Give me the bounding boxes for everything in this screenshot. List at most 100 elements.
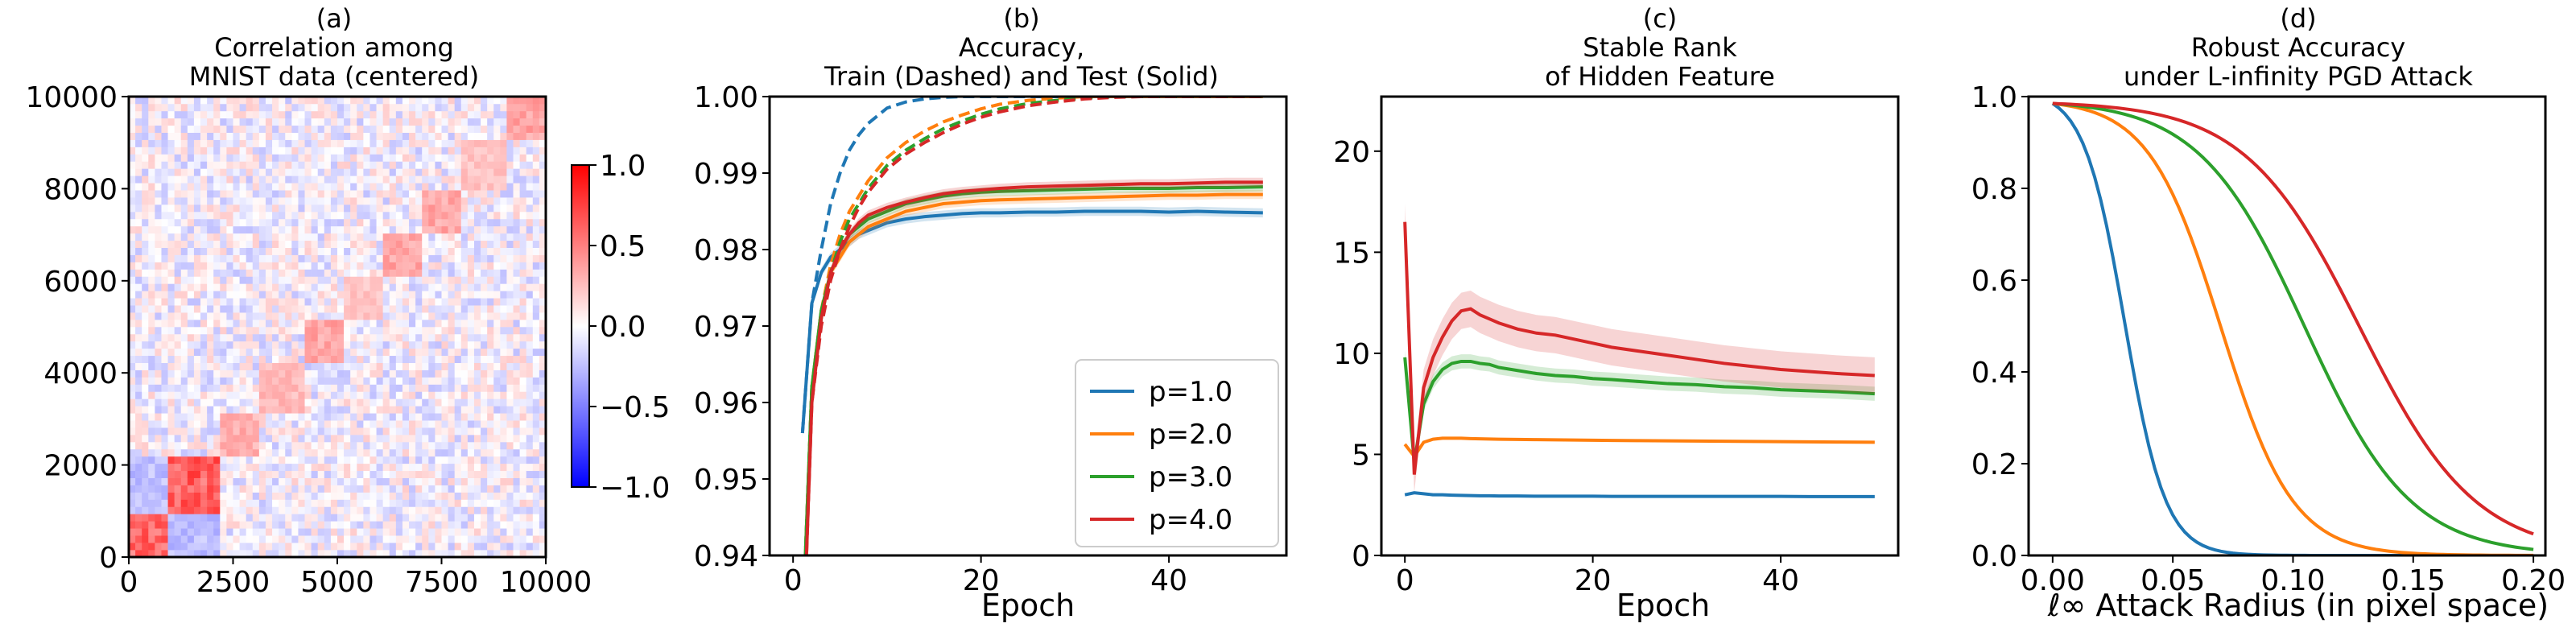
heatmap-cell xyxy=(272,477,279,485)
heatmap-cell xyxy=(187,550,195,558)
heatmap-cell xyxy=(493,521,501,529)
heatmap-cell xyxy=(415,262,423,270)
heatmap-cell xyxy=(473,448,481,457)
heatmap-cell xyxy=(467,448,475,457)
heatmap-cell xyxy=(187,262,195,270)
heatmap-cell xyxy=(135,97,142,105)
heatmap-cell xyxy=(382,391,390,399)
heatmap-cell xyxy=(395,183,403,191)
heatmap-cell xyxy=(142,348,149,357)
heatmap-cell xyxy=(246,132,254,140)
heatmap-cell xyxy=(291,139,299,147)
heatmap-cell xyxy=(506,139,514,147)
heatmap-cell xyxy=(539,218,547,227)
heatmap-cell xyxy=(220,147,227,155)
heatmap-cell xyxy=(142,240,149,248)
colorbar-tick-label: 0.5 xyxy=(600,230,646,263)
heatmap-cell xyxy=(285,521,292,529)
heatmap-cell xyxy=(285,477,292,485)
heatmap-cell xyxy=(298,276,305,284)
heatmap-cell xyxy=(304,125,312,133)
heatmap-cell xyxy=(246,197,254,205)
heatmap-cell xyxy=(285,125,292,133)
heatmap-cell xyxy=(142,204,149,213)
heatmap-cell xyxy=(532,183,540,191)
heatmap-cell xyxy=(304,312,312,320)
heatmap-cell xyxy=(481,312,488,320)
heatmap-cell xyxy=(161,355,168,363)
heatmap-cell xyxy=(376,463,383,472)
heatmap-cell xyxy=(539,427,547,436)
heatmap-cell xyxy=(539,456,547,464)
heatmap-cell xyxy=(252,406,260,414)
heatmap-cell xyxy=(500,161,507,169)
heatmap-cell xyxy=(291,240,299,248)
heatmap-cell xyxy=(239,506,246,514)
heatmap-cell xyxy=(369,291,377,299)
heatmap-cell xyxy=(454,391,462,399)
heatmap-cell xyxy=(317,247,325,255)
heatmap-cell xyxy=(473,384,481,392)
heatmap-cell xyxy=(357,506,364,514)
heatmap-cell xyxy=(324,204,332,213)
heatmap-cell xyxy=(428,312,436,320)
heatmap-cell xyxy=(363,543,370,551)
heatmap-cell xyxy=(155,535,162,543)
heatmap-cell xyxy=(506,435,514,443)
heatmap-cell xyxy=(473,254,481,262)
heatmap-cell xyxy=(493,161,501,169)
heatmap-cell xyxy=(513,175,520,184)
heatmap-cell xyxy=(148,125,155,133)
heatmap-cell xyxy=(304,147,312,155)
heatmap-cell xyxy=(369,427,377,436)
heatmap-cell xyxy=(519,543,527,551)
heatmap-cell xyxy=(369,183,377,191)
heatmap-cell xyxy=(376,492,383,500)
heatmap-cell xyxy=(409,477,416,485)
heatmap-cell xyxy=(493,254,501,262)
heatmap-cell xyxy=(142,118,149,126)
heatmap-cell xyxy=(435,470,442,478)
heatmap-cell xyxy=(473,97,481,105)
heatmap-cell xyxy=(395,442,403,450)
heatmap-cell xyxy=(148,305,155,313)
heatmap-cell xyxy=(285,456,292,464)
heatmap-cell xyxy=(382,254,390,262)
heatmap-cell xyxy=(207,305,214,313)
heatmap-cell xyxy=(389,543,397,551)
heatmap-cell xyxy=(161,456,168,464)
heatmap-cell xyxy=(526,161,534,169)
heatmap-cell xyxy=(129,269,136,277)
heatmap-cell xyxy=(233,161,240,169)
heatmap-cell xyxy=(467,298,475,306)
heatmap-cell xyxy=(142,362,149,370)
heatmap-cell xyxy=(344,154,351,162)
heatmap-cell xyxy=(526,240,534,248)
heatmap-cell xyxy=(311,362,319,370)
heatmap-cell xyxy=(500,348,507,357)
heatmap-cell xyxy=(487,543,494,551)
heatmap-cell xyxy=(428,132,436,140)
heatmap-cell xyxy=(460,333,469,342)
heatmap-cell xyxy=(409,391,416,399)
heatmap-cell xyxy=(422,477,429,485)
heatmap-cell xyxy=(129,506,136,514)
heatmap-cell xyxy=(311,97,319,105)
heatmap-cell xyxy=(129,327,136,335)
heatmap-cell xyxy=(376,298,383,306)
heatmap-cell xyxy=(167,161,175,169)
heatmap-cell xyxy=(435,391,442,399)
heatmap-cell xyxy=(311,139,319,147)
heatmap-cell xyxy=(506,305,514,313)
heatmap-cell xyxy=(513,183,520,191)
heatmap-cell xyxy=(460,118,469,126)
heatmap-cell xyxy=(435,305,442,313)
heatmap-cell xyxy=(285,139,292,147)
heatmap-cell xyxy=(226,420,233,428)
heatmap-cell xyxy=(155,298,162,306)
heatmap-cell xyxy=(279,470,286,478)
heatmap-cell xyxy=(324,320,332,328)
heatmap-cell xyxy=(473,391,481,399)
p=2.0-line xyxy=(1403,436,1875,460)
